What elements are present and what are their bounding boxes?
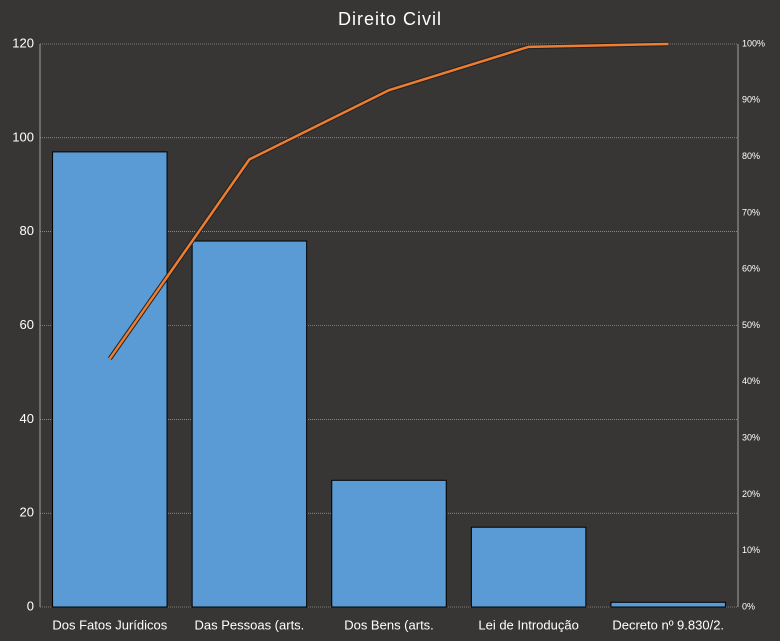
y2-tick-label: 40% (742, 376, 760, 386)
y2-tick-label: 10% (742, 545, 760, 555)
x-tick-label: Decreto nº 9.830/2. (612, 617, 724, 632)
y2-tick-label: 70% (742, 207, 760, 217)
y2-tick-label: 0% (742, 601, 755, 611)
line (108, 42, 669, 360)
x-tick-label: Lei de Introdução (478, 617, 578, 632)
y2-tick-label: 20% (742, 489, 760, 499)
bar (610, 601, 726, 608)
y-tick-label: 0 (27, 598, 34, 613)
bar (331, 479, 447, 608)
chart-title: Direito Civil (338, 9, 442, 29)
y2-tick-label: 90% (742, 95, 760, 105)
y-tick-label: 100 (12, 129, 34, 144)
bar (191, 240, 308, 608)
y-tick-label: 120 (12, 35, 34, 50)
y-tick-label: 80 (20, 223, 34, 238)
y-tick-label: 20 (20, 505, 34, 520)
y2-tick-label: 100% (742, 38, 765, 48)
bar (52, 151, 168, 608)
y-tick-label: 40 (20, 411, 34, 426)
x-tick-label: Dos Fatos Jurídicos (52, 617, 167, 632)
y-tick-label: 60 (20, 317, 34, 332)
x-tick-label: Das Pessoas (arts. (194, 617, 304, 632)
y2-tick-label: 30% (742, 432, 760, 442)
x-tick-label: Dos Bens (arts. (344, 617, 434, 632)
y2-tick-label: 80% (742, 151, 760, 161)
y2-tick-label: 60% (742, 264, 760, 274)
y2-tick-label: 50% (742, 320, 760, 330)
bar (470, 526, 587, 608)
